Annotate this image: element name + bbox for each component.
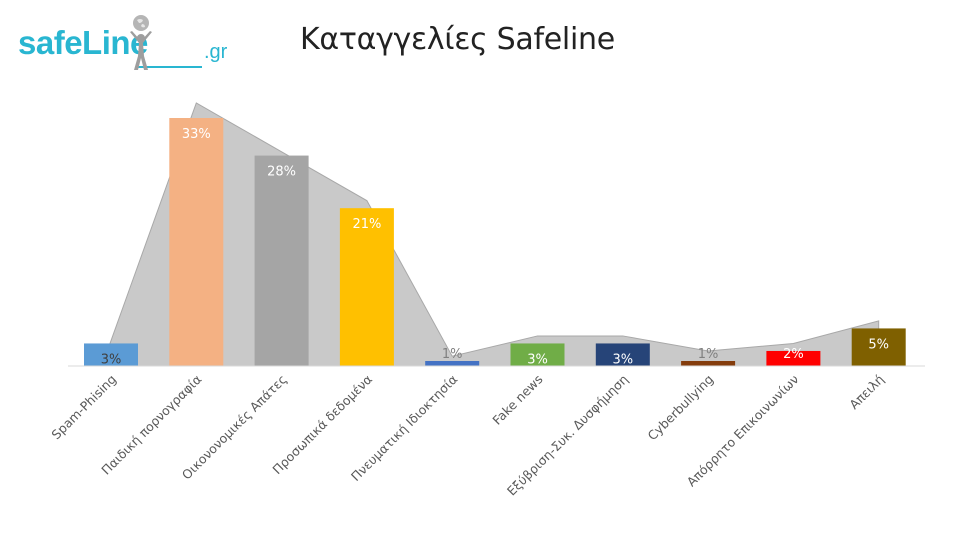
background-area-series <box>109 102 880 367</box>
bar-10 <box>851 328 906 366</box>
data-label: 33% <box>182 127 211 142</box>
bar-1 <box>84 343 138 366</box>
bar-2 <box>169 118 224 366</box>
bar-6 <box>510 343 565 366</box>
data-label: 3% <box>101 352 122 367</box>
category-label: Απειλή <box>846 372 887 413</box>
bar-7 <box>595 343 650 366</box>
logo-wordmark: safeLine <box>18 24 148 61</box>
bar-8 <box>681 361 736 366</box>
data-label: 3% <box>612 352 633 367</box>
bar-series: 3% 33% 28% 21% 1% 3% 3% 1% 2% 5% <box>84 118 906 367</box>
bar-4 <box>339 208 394 366</box>
data-label: 21% <box>352 217 381 232</box>
globe-person-icon <box>130 15 152 70</box>
data-label: 28% <box>267 165 296 180</box>
data-label: 1% <box>442 347 463 362</box>
bar-9 <box>766 350 821 366</box>
bar-5 <box>425 361 480 366</box>
data-label: 2% <box>783 347 804 362</box>
data-label: 5% <box>868 337 889 352</box>
bar-3 <box>254 155 309 366</box>
category-label: Fake news <box>489 372 545 428</box>
data-label: 1% <box>698 347 719 362</box>
logo-domain-suffix: .gr <box>204 41 228 63</box>
category-label: Spam-Phising <box>48 372 119 443</box>
category-label: Cyberbullying <box>645 372 717 444</box>
data-label: 3% <box>527 352 548 367</box>
chart-title: Καταγγελίες Safeline <box>300 22 615 57</box>
safeline-logo: safeLine .gr <box>18 14 238 74</box>
logo-underline <box>136 66 202 68</box>
